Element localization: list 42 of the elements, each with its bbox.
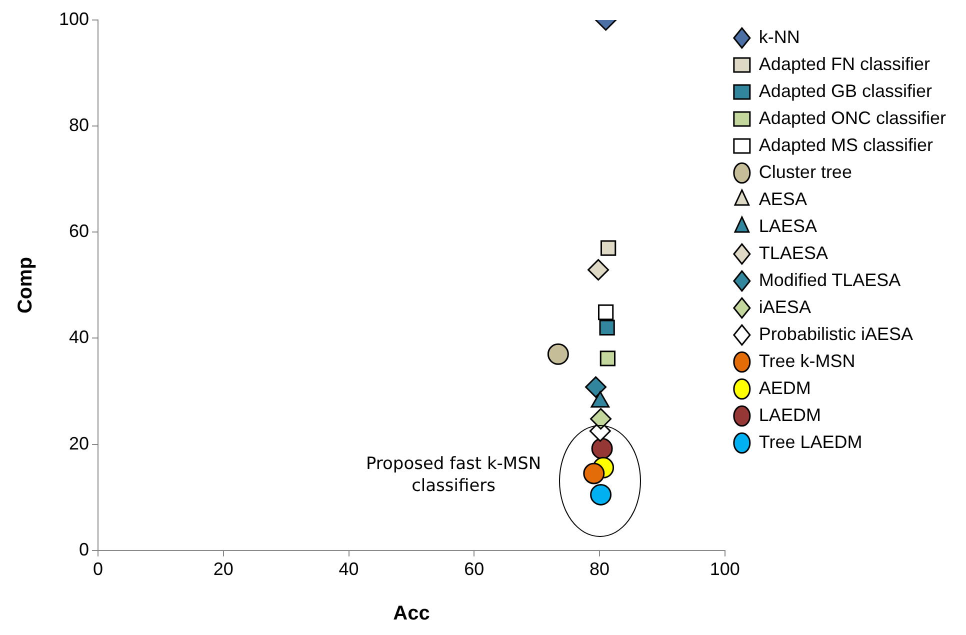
legend-label: Adapted ONC classifier — [758, 108, 946, 128]
point — [600, 240, 616, 256]
y-tick-label: 0 — [79, 539, 90, 560]
legend-label: Adapted FN classifier — [758, 54, 930, 74]
x-axis-title: Acc — [393, 602, 430, 625]
point — [591, 438, 613, 460]
legend-label: Tree LAEDM — [758, 432, 862, 452]
y-axis-title: Comp — [14, 256, 37, 314]
legend-label: AESA — [758, 188, 807, 209]
legend-label: Probabilistic iAESA — [758, 324, 914, 344]
x-tick-label: 80 — [590, 559, 610, 580]
legend-label: LAESA — [758, 216, 817, 236]
point — [599, 320, 615, 336]
point — [590, 484, 612, 506]
x-tick-label: 100 — [710, 559, 740, 580]
point — [585, 376, 607, 398]
legend-label: AEDM — [758, 378, 811, 398]
legend-label: TLAESA — [758, 242, 828, 263]
legend-label: Modified TLAESA — [758, 270, 901, 290]
legend-label: k-NN — [758, 26, 800, 47]
y-tick-label: 80 — [69, 115, 90, 136]
x-tick-label: 60 — [464, 559, 484, 580]
x-tick-label: 40 — [338, 559, 359, 580]
x-tick-label: 20 — [213, 559, 234, 580]
legend-label: Adapted GB classifier — [758, 80, 932, 101]
point — [583, 462, 605, 484]
legend-label: Tree k-MSN — [758, 350, 856, 371]
y-tick-label: 40 — [69, 327, 90, 348]
y-tick-label: 100 — [58, 8, 90, 29]
point — [588, 259, 610, 281]
point — [590, 408, 612, 430]
legend-label: iAESA — [758, 296, 811, 317]
y-tick-label: 20 — [69, 433, 90, 454]
legend-label: Cluster tree — [758, 162, 852, 182]
point — [547, 343, 569, 365]
x-tick-label: 0 — [93, 559, 104, 580]
point — [600, 350, 616, 366]
y-tick-label: 60 — [69, 221, 90, 242]
point — [598, 304, 614, 320]
legend-label: LAEDM — [758, 404, 821, 425]
annotation: Proposed fast k-MSN classifiers — [364, 453, 542, 498]
legend-label: Adapted MS classifier — [758, 134, 934, 155]
